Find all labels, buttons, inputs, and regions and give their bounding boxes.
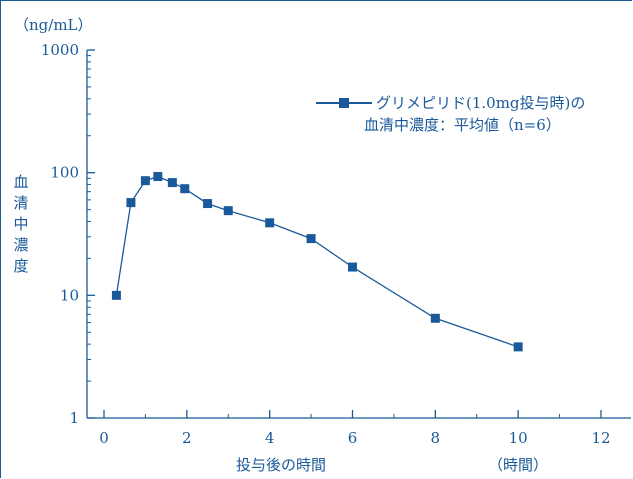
series-line <box>115 175 519 348</box>
data-point <box>306 234 316 244</box>
x-tick-label: 10 <box>509 429 528 447</box>
data-point <box>153 172 163 182</box>
y-tick-label: 100 <box>50 164 79 182</box>
data-point <box>167 178 177 188</box>
x-tick-label: 4 <box>265 429 275 447</box>
y-tick-label: 1000 <box>41 41 79 59</box>
x-axis-unit: （時間） <box>488 456 549 474</box>
data-point <box>430 313 440 323</box>
x-axis-label: 投与後の時間 <box>236 456 327 474</box>
legend-label-line2: 血清中濃度：平均値（n=6） <box>364 116 561 134</box>
data-point <box>140 176 150 186</box>
y-tick-label: 10 <box>60 286 79 304</box>
data-point <box>348 262 357 272</box>
legend-swatch-icon <box>316 97 372 109</box>
x-tick-label: 8 <box>431 429 441 447</box>
data-point <box>203 199 213 209</box>
y-tick-label: 1 <box>69 409 79 427</box>
x-tick-label: 12 <box>591 429 610 447</box>
x-tick-label: 0 <box>99 429 109 447</box>
data-point <box>265 218 275 228</box>
data-point <box>126 198 136 208</box>
y-axis-unit: （ng/mL） <box>14 16 93 34</box>
data-point <box>513 342 523 352</box>
data-point <box>223 206 233 216</box>
legend: グリメピリド(1.0mg投与時)の 血清中濃度：平均値（n=6） <box>316 92 585 136</box>
legend-label-line1: グリメピリド(1.0mg投与時)の <box>376 94 586 112</box>
y-axis-label: 血清中濃度 <box>13 173 29 275</box>
x-tick-label: 6 <box>348 429 358 447</box>
data-point <box>180 184 190 194</box>
x-tick-label: 2 <box>182 429 192 447</box>
data-point <box>111 290 121 300</box>
